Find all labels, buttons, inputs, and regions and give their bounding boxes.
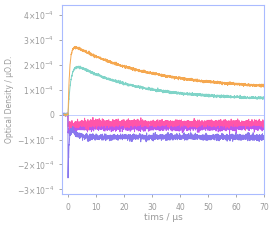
X-axis label: tims / μs: tims / μs [144,213,183,222]
Y-axis label: Optical Density / μO.D.: Optical Density / μO.D. [5,56,14,143]
